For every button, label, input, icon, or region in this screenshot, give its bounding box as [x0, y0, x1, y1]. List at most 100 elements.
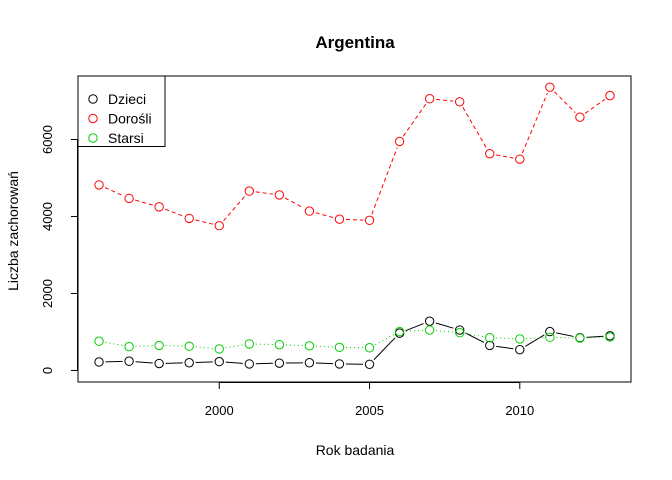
- x-tick-label: 2000: [205, 403, 234, 418]
- data-point: [485, 333, 495, 343]
- series-line-segment: [225, 361, 243, 364]
- y-axis-label: Liczba zachorowań: [5, 171, 21, 291]
- series-line-segment: [375, 334, 395, 346]
- series-dorośli: [94, 82, 615, 231]
- series-line-segment: [436, 330, 454, 333]
- series-line-segment: [135, 361, 153, 364]
- data-point: [515, 334, 525, 344]
- data-point: [304, 358, 315, 368]
- chart-title: Argentina: [315, 33, 395, 52]
- series-line-segment: [526, 337, 544, 340]
- data-point: [334, 359, 345, 369]
- data-point: [184, 213, 194, 224]
- series-line-segment: [436, 98, 454, 102]
- series-line-segment: [465, 332, 485, 343]
- data-point: [94, 180, 104, 190]
- series-line-segment: [315, 345, 334, 348]
- data-point: [274, 339, 285, 350]
- data-point: [485, 149, 495, 159]
- data-point: [394, 136, 405, 147]
- series-line-segment: [402, 103, 427, 137]
- data-point: [515, 154, 525, 164]
- data-point: [214, 356, 224, 367]
- data-point: [244, 186, 255, 196]
- data-point: [454, 97, 465, 107]
- series-line-segment: [255, 191, 273, 195]
- data-point: [394, 326, 405, 337]
- series-line-segment: [195, 361, 213, 364]
- data-point: [274, 190, 285, 200]
- data-point: [274, 358, 285, 368]
- y-tick-label: 6000: [40, 125, 55, 154]
- legend-marker: [88, 133, 98, 143]
- series-line-segment: [285, 344, 303, 347]
- data-point: [364, 359, 375, 369]
- series-line-segment: [105, 341, 123, 346]
- series-line-segment: [315, 212, 334, 218]
- series-group: [94, 82, 615, 369]
- legend: Dzieci Dorośli Starsi: [77, 75, 166, 147]
- data-point: [545, 332, 555, 343]
- data-point: [424, 316, 435, 326]
- data-point: [124, 193, 134, 204]
- data-point: [124, 356, 134, 366]
- series-starsi: [94, 325, 615, 354]
- data-point: [94, 357, 104, 367]
- data-point: [575, 333, 585, 343]
- data-point: [244, 359, 255, 369]
- legend-label: Dzieci: [108, 91, 146, 107]
- data-point: [454, 328, 465, 338]
- legend-label: Dorośli: [108, 111, 152, 127]
- data-point: [605, 90, 615, 101]
- series-line-segment: [345, 218, 364, 221]
- data-point: [454, 325, 465, 335]
- data-point: [485, 340, 495, 351]
- x-axis-label: Rok badania: [316, 442, 395, 458]
- data-point: [184, 358, 194, 368]
- data-point: [364, 215, 375, 226]
- legend-marker: [88, 94, 98, 104]
- series-line-segment: [584, 99, 605, 114]
- series-line-segment: [315, 362, 333, 365]
- series-line-segment: [462, 107, 487, 149]
- data-point: [244, 339, 255, 349]
- series-line-segment: [466, 333, 484, 338]
- data-point: [605, 332, 615, 342]
- data-point: [184, 341, 194, 351]
- data-point: [424, 94, 435, 104]
- data-point: [154, 358, 164, 369]
- series-line-segment: [195, 219, 214, 225]
- data-point: [214, 221, 224, 231]
- series-line-segment: [586, 336, 604, 339]
- data-point: [304, 341, 315, 351]
- series-line-segment: [554, 91, 576, 113]
- data-point: [515, 344, 525, 355]
- x-tick-label: 2010: [505, 403, 534, 418]
- data-point: [575, 112, 585, 122]
- y-tick-label: 4000: [40, 202, 55, 231]
- series-dzieci: [94, 316, 615, 369]
- data-point: [304, 206, 315, 216]
- series-line-segment: [556, 332, 574, 337]
- series-line-segment: [496, 345, 514, 350]
- series-line-segment: [195, 346, 213, 349]
- legend-box: [77, 75, 166, 147]
- data-point: [124, 341, 134, 352]
- data-point: [154, 202, 164, 212]
- series-line-segment: [135, 199, 154, 206]
- series-line-segment: [435, 322, 454, 329]
- data-point: [424, 325, 435, 335]
- series-line-segment: [405, 323, 424, 332]
- series-line-segment: [586, 335, 604, 338]
- x-tick-label: 2005: [355, 403, 384, 418]
- axes: 2000 2005 2010 0 2000 4000 6000: [40, 125, 534, 418]
- series-line-segment: [223, 195, 246, 222]
- series-line-segment: [496, 154, 514, 159]
- series-line-segment: [373, 337, 396, 360]
- data-point: [214, 344, 224, 354]
- series-line-segment: [104, 187, 124, 197]
- data-point: [154, 340, 164, 351]
- series-line-segment: [135, 345, 153, 347]
